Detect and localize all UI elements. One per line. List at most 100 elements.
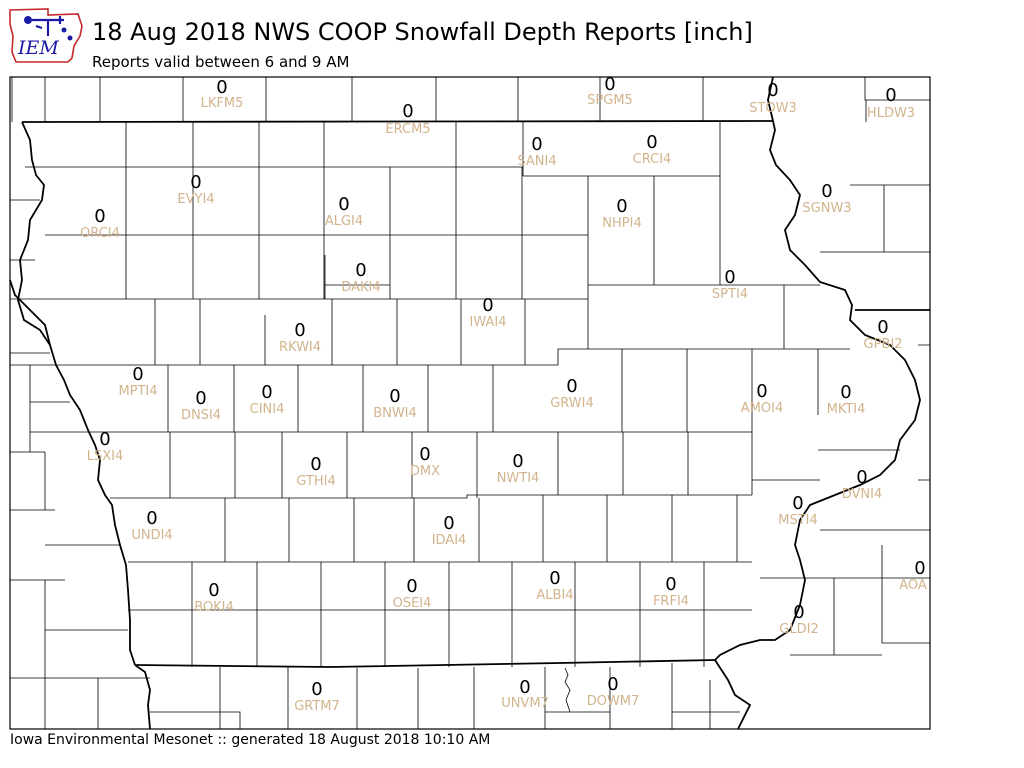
station-RKWI4: 0 RKWI4 xyxy=(279,320,321,355)
station-id: EVYI4 xyxy=(177,192,214,207)
station-id: NHPI4 xyxy=(602,216,641,231)
station-STOW3: 0 STOW3 xyxy=(749,80,797,116)
snow-depth-value: 0 xyxy=(208,580,219,601)
station-SPTI4: 0 SPTI4 xyxy=(712,267,748,302)
station-HLDW3: 0 HLDW3 xyxy=(867,85,915,121)
snow-depth-value: 0 xyxy=(756,381,767,402)
station-id: GRWI4 xyxy=(550,396,594,411)
snow-depth-value: 0 xyxy=(419,444,430,465)
snow-depth-value: 0 xyxy=(792,493,803,514)
snow-depth-value: 0 xyxy=(616,196,627,217)
station-id: HLDW3 xyxy=(867,106,915,121)
station-LSXI4: 0 LSXI4 xyxy=(87,429,124,464)
snow-depth-value: 0 xyxy=(406,576,417,597)
station-id: BOKI4 xyxy=(194,600,234,615)
station-UNVM7: 0 UNVM7 xyxy=(501,677,549,711)
station-id: DMX xyxy=(410,464,440,479)
station-id: OSEI4 xyxy=(393,596,432,611)
station-OSEI4: 0 OSEI4 xyxy=(393,576,432,611)
station-id: UNDI4 xyxy=(131,528,172,543)
station-id: SGNW3 xyxy=(802,201,851,216)
state-boundaries xyxy=(9,76,930,730)
station-id: LKFM5 xyxy=(201,96,244,111)
snow-depth-value: 0 xyxy=(195,388,206,409)
station-MKTI4: 0 MKTI4 xyxy=(827,382,866,417)
station-AMOI4: 0 AMOI4 xyxy=(741,381,783,416)
snow-depth-value: 0 xyxy=(840,382,851,403)
snow-depth-value: 0 xyxy=(294,320,305,341)
station-id: RKWI4 xyxy=(279,340,321,355)
snow-depth-value: 0 xyxy=(549,568,560,589)
station-id: STOW3 xyxy=(749,101,797,116)
station-UNDI4: 0 UNDI4 xyxy=(131,508,172,543)
station-SGNW3: 0 SGNW3 xyxy=(802,181,851,216)
map-title: 18 Aug 2018 NWS COOP Snowfall Depth Repo… xyxy=(92,18,753,46)
snow-depth-value: 0 xyxy=(856,467,867,488)
map-subtitle: Reports valid between 6 and 9 AM xyxy=(92,53,350,71)
station-id: DNSI4 xyxy=(181,408,221,423)
station-id: BNWI4 xyxy=(373,406,417,421)
station-EVYI4: 0 EVYI4 xyxy=(177,172,214,207)
station-DMX: 0 DMX xyxy=(410,444,440,479)
station-id: MSTI4 xyxy=(778,513,818,528)
snow-depth-value: 0 xyxy=(99,429,110,450)
snow-depth-value: 0 xyxy=(531,134,542,155)
map-frame xyxy=(9,76,931,730)
snow-depth-value: 0 xyxy=(94,206,105,227)
snow-depth-value: 0 xyxy=(646,132,657,153)
snow-depth-value: 0 xyxy=(443,513,454,534)
station-ORCI4: 0 ORCI4 xyxy=(80,206,120,241)
station-GTHI4: 0 GTHI4 xyxy=(296,454,335,489)
snow-depth-value: 0 xyxy=(665,574,676,595)
snow-depth-value: 0 xyxy=(261,382,272,403)
county-boundaries xyxy=(10,77,930,729)
snow-depth-value: 0 xyxy=(216,77,227,98)
station-id: AMOI4 xyxy=(741,401,783,416)
station-FRFI4: 0 FRFI4 xyxy=(653,574,689,609)
snow-depth-value: 0 xyxy=(821,181,832,202)
station-DAKI4: 0 DAKI4 xyxy=(341,260,380,295)
station-DNSI4: 0 DNSI4 xyxy=(181,388,221,423)
station-id: SANI4 xyxy=(517,154,556,169)
snow-depth-value: 0 xyxy=(793,602,804,623)
snow-depth-value: 0 xyxy=(146,508,157,529)
station-NWTI4: 0 NWTI4 xyxy=(497,451,540,486)
station-id: GTHI4 xyxy=(296,474,335,489)
station-ALGI4: 0 ALGI4 xyxy=(325,194,363,229)
station-id: DAKI4 xyxy=(341,280,380,295)
station-id: GRTM7 xyxy=(294,699,340,714)
station-LKFM5: 0 LKFM5 xyxy=(201,77,244,111)
station-ALBI4: 0 ALBI4 xyxy=(536,568,573,603)
iem-logo: IEM xyxy=(9,8,83,63)
station-GLDI2: 0 GLDI2 xyxy=(779,602,818,637)
station-id: NWTI4 xyxy=(497,471,540,486)
station-GRWI4: 0 GRWI4 xyxy=(550,376,594,411)
station-DVNI4: 0 DVNI4 xyxy=(842,467,883,502)
station-MSTI4: 0 MSTI4 xyxy=(778,493,818,528)
station-id: ALBI4 xyxy=(536,588,573,603)
station-CRCI4: 0 CRCI4 xyxy=(633,132,672,167)
snow-depth-value: 0 xyxy=(724,267,735,288)
station-id: IDAI4 xyxy=(432,533,467,548)
snow-depth-value: 0 xyxy=(512,451,523,472)
snow-depth-value: 0 xyxy=(338,194,349,215)
station-id: ERCM5 xyxy=(385,122,430,137)
station-id: DVNI4 xyxy=(842,487,883,502)
snow-depth-value: 0 xyxy=(355,260,366,281)
station-id: UNVM7 xyxy=(501,696,549,711)
snow-depth-value: 0 xyxy=(767,80,778,101)
station-GRTM7: 0 GRTM7 xyxy=(294,679,340,714)
station-id: MPTI4 xyxy=(118,384,157,399)
station-BOKI4: 0 BOKI4 xyxy=(194,580,234,615)
snow-depth-value: 0 xyxy=(566,376,577,397)
snow-depth-value: 0 xyxy=(311,679,322,700)
station-SANI4: 0 SANI4 xyxy=(517,134,556,169)
station-id: AOA xyxy=(899,578,927,593)
snow-depth-value: 0 xyxy=(132,364,143,385)
snow-depth-value: 0 xyxy=(519,677,530,698)
station-id: FRFI4 xyxy=(653,594,689,609)
snow-depth-value: 0 xyxy=(914,558,925,579)
station-id: CRCI4 xyxy=(633,152,672,167)
station-SPGM5: 0 SPGM5 xyxy=(587,74,633,108)
